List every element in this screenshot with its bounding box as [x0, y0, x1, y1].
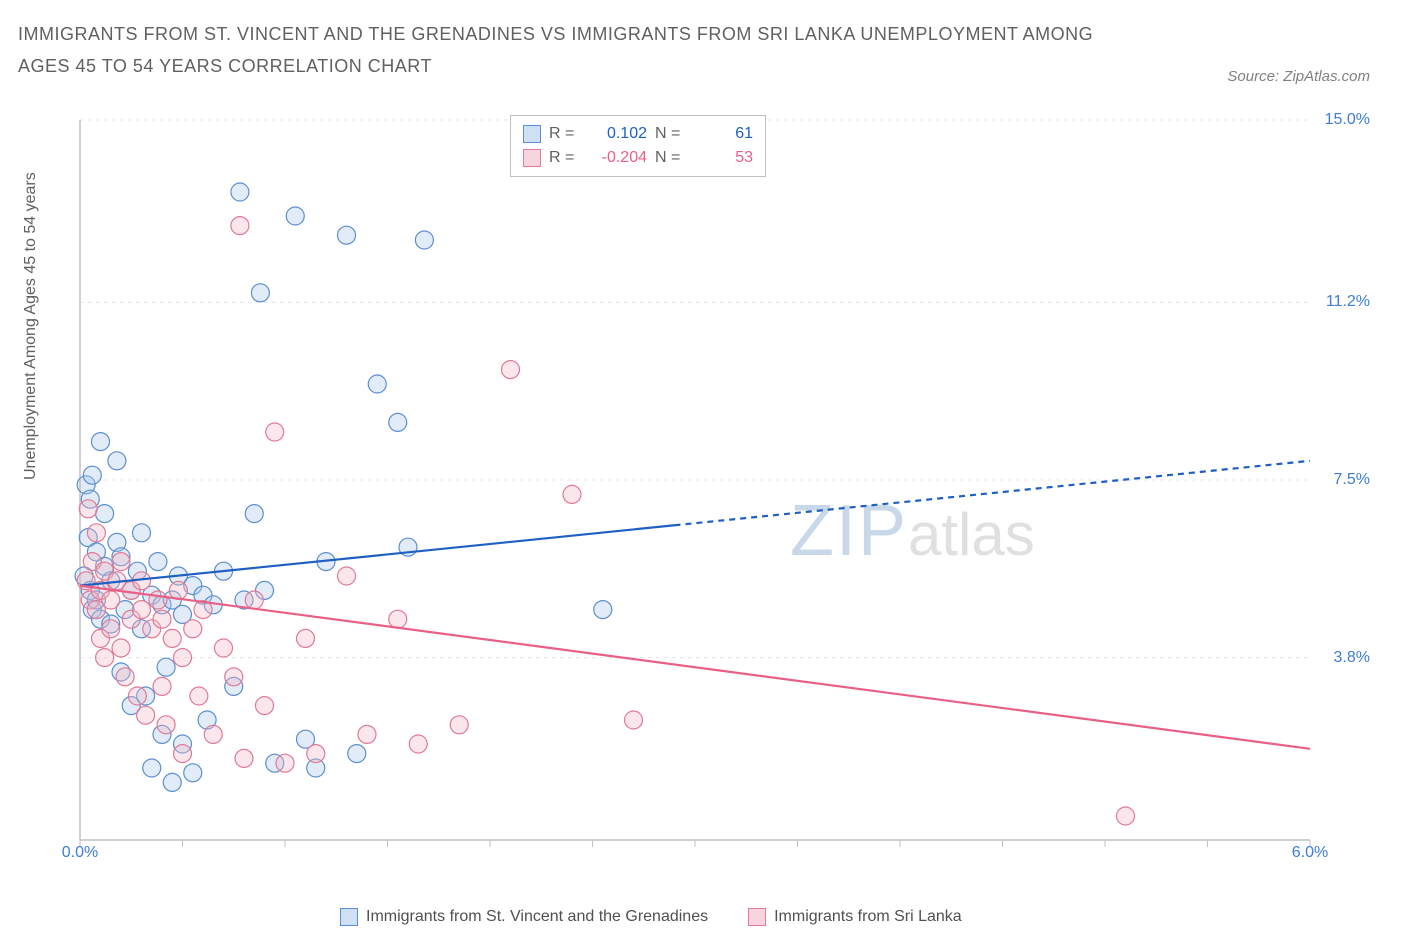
x-tick-label: 0.0% [62, 844, 98, 862]
legend-r-value-1: -0.204 [587, 146, 647, 170]
legend-label-1: Immigrants from Sri Lanka [774, 908, 962, 926]
source-prefix: Source: [1227, 68, 1283, 85]
chart-title: IMMIGRANTS FROM ST. VINCENT AND THE GREN… [18, 18, 1118, 83]
legend-r-label-1: R = [549, 146, 579, 170]
legend-n-label-0: N = [655, 122, 685, 146]
swatch-bottom-0 [340, 908, 358, 926]
legend-row-series-0: R = 0.102 N = 61 [523, 122, 753, 146]
source-name: ZipAtlas.com [1283, 68, 1370, 85]
legend-row-series-1: R = -0.204 N = 53 [523, 146, 753, 170]
y-axis-label: Unemployment Among Ages 45 to 54 years [22, 172, 40, 480]
chart-area: ZIPatlas 3.8%7.5%11.2%15.0%0.0%6.0% [70, 110, 1370, 880]
legend-r-value-0: 0.102 [587, 122, 647, 146]
legend-n-label-1: N = [655, 146, 685, 170]
y-tick-label: 11.2% [1326, 293, 1370, 311]
swatch-series-1 [523, 149, 541, 167]
correlation-legend: R = 0.102 N = 61 R = -0.204 N = 53 [510, 115, 766, 177]
source-attribution: Source: ZipAtlas.com [1227, 68, 1370, 85]
series-legend: Immigrants from St. Vincent and the Gren… [340, 908, 962, 926]
y-tick-label: 15.0% [1325, 111, 1370, 129]
scatter-plot [70, 110, 1370, 880]
y-tick-label: 3.8% [1334, 649, 1370, 667]
swatch-bottom-1 [748, 908, 766, 926]
swatch-series-0 [523, 125, 541, 143]
legend-label-0: Immigrants from St. Vincent and the Gren… [366, 908, 708, 926]
legend-n-value-0: 61 [693, 122, 753, 146]
legend-item-series-1: Immigrants from Sri Lanka [748, 908, 962, 926]
legend-item-series-0: Immigrants from St. Vincent and the Gren… [340, 908, 708, 926]
legend-r-label-0: R = [549, 122, 579, 146]
legend-n-value-1: 53 [693, 146, 753, 170]
y-tick-label: 7.5% [1334, 471, 1370, 489]
x-tick-label: 6.0% [1292, 844, 1328, 862]
